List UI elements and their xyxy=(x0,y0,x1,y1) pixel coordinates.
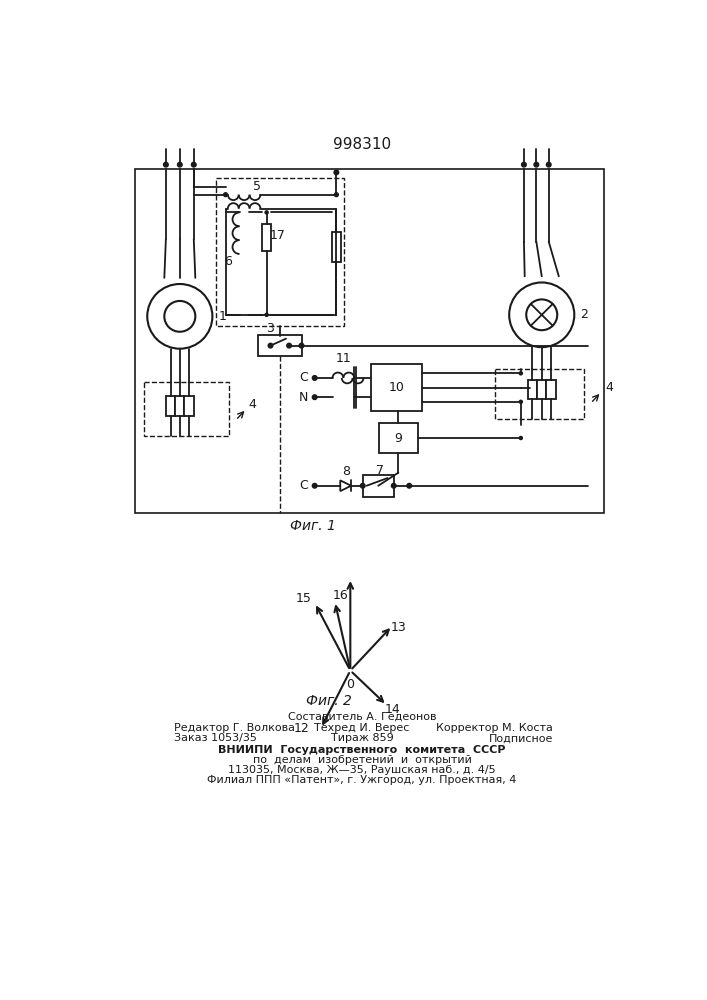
Bar xyxy=(547,380,556,399)
Text: Подписное: Подписное xyxy=(489,733,554,743)
Text: ВНИИПИ  Государственного  комитета  СССР: ВНИИПИ Государственного комитета СССР xyxy=(218,745,506,755)
Circle shape xyxy=(177,162,182,167)
Circle shape xyxy=(519,372,522,375)
Text: 998310: 998310 xyxy=(333,137,391,152)
Circle shape xyxy=(265,211,268,214)
Bar xyxy=(144,382,230,436)
Circle shape xyxy=(299,343,304,348)
Text: 9: 9 xyxy=(395,432,402,445)
Circle shape xyxy=(534,162,539,167)
Bar xyxy=(379,423,418,453)
Text: 11: 11 xyxy=(336,352,351,365)
Text: 15: 15 xyxy=(296,592,312,605)
Text: Корректор М. Коста: Корректор М. Коста xyxy=(436,723,554,733)
Circle shape xyxy=(163,162,168,167)
Circle shape xyxy=(223,193,228,197)
Circle shape xyxy=(334,193,339,197)
Circle shape xyxy=(547,162,551,167)
Circle shape xyxy=(287,343,291,348)
Text: N: N xyxy=(298,391,308,404)
Bar xyxy=(528,380,537,399)
Text: Фиг. 1: Фиг. 1 xyxy=(290,519,336,533)
Text: 4: 4 xyxy=(605,381,613,394)
Bar xyxy=(258,335,301,356)
Text: Редактор Г. Волкова: Редактор Г. Волкова xyxy=(174,723,295,733)
Circle shape xyxy=(268,343,273,348)
Circle shape xyxy=(522,162,526,167)
Circle shape xyxy=(392,483,396,488)
Text: 10: 10 xyxy=(389,381,404,394)
Bar xyxy=(216,178,344,326)
Bar xyxy=(363,475,394,497)
Circle shape xyxy=(519,436,522,440)
Text: 7: 7 xyxy=(376,464,384,477)
Text: по  делам  изобретений  и  открытий: по делам изобретений и открытий xyxy=(252,755,472,765)
Bar xyxy=(185,396,194,416)
Text: C: C xyxy=(299,371,308,384)
Text: Тираж 859: Тираж 859 xyxy=(331,733,393,743)
Bar xyxy=(332,232,341,262)
Text: 13: 13 xyxy=(390,621,407,634)
Text: Филиал ППП «Патент», г. Ужгород, ул. Проектная, 4: Филиал ППП «Патент», г. Ужгород, ул. Про… xyxy=(207,775,517,785)
Text: 1: 1 xyxy=(218,310,226,323)
Circle shape xyxy=(519,400,522,403)
Bar xyxy=(135,169,604,513)
Text: 113035, Москва, Ж—35, Раушская наб., д. 4/5: 113035, Москва, Ж—35, Раушская наб., д. … xyxy=(228,765,496,775)
Text: 5: 5 xyxy=(252,180,261,193)
Text: Техред И. Верес: Техред И. Верес xyxy=(315,723,409,733)
Bar xyxy=(166,396,175,416)
Bar xyxy=(495,369,585,419)
Bar xyxy=(371,364,421,411)
Circle shape xyxy=(265,313,268,316)
Circle shape xyxy=(361,483,365,488)
Text: Фиг. 2: Фиг. 2 xyxy=(305,694,351,708)
Text: 6: 6 xyxy=(224,255,232,268)
Bar xyxy=(175,396,185,416)
Text: 4: 4 xyxy=(249,398,257,411)
Circle shape xyxy=(312,395,317,400)
Circle shape xyxy=(334,170,339,175)
Text: Заказ 1053/35: Заказ 1053/35 xyxy=(174,733,257,743)
Text: 0: 0 xyxy=(346,678,354,691)
Text: 8: 8 xyxy=(341,465,350,478)
Bar xyxy=(537,380,547,399)
Circle shape xyxy=(407,483,411,488)
Text: 16: 16 xyxy=(332,589,348,602)
Circle shape xyxy=(192,162,196,167)
Text: 2: 2 xyxy=(580,308,588,321)
Text: Составитель А. Гедеонов: Составитель А. Гедеонов xyxy=(288,712,436,722)
Text: 12: 12 xyxy=(293,722,310,735)
Text: C: C xyxy=(299,479,308,492)
Circle shape xyxy=(312,483,317,488)
Text: 17: 17 xyxy=(269,229,286,242)
Text: 3: 3 xyxy=(267,322,274,335)
Bar xyxy=(262,224,271,251)
Circle shape xyxy=(312,376,317,380)
Text: 14: 14 xyxy=(385,703,400,716)
